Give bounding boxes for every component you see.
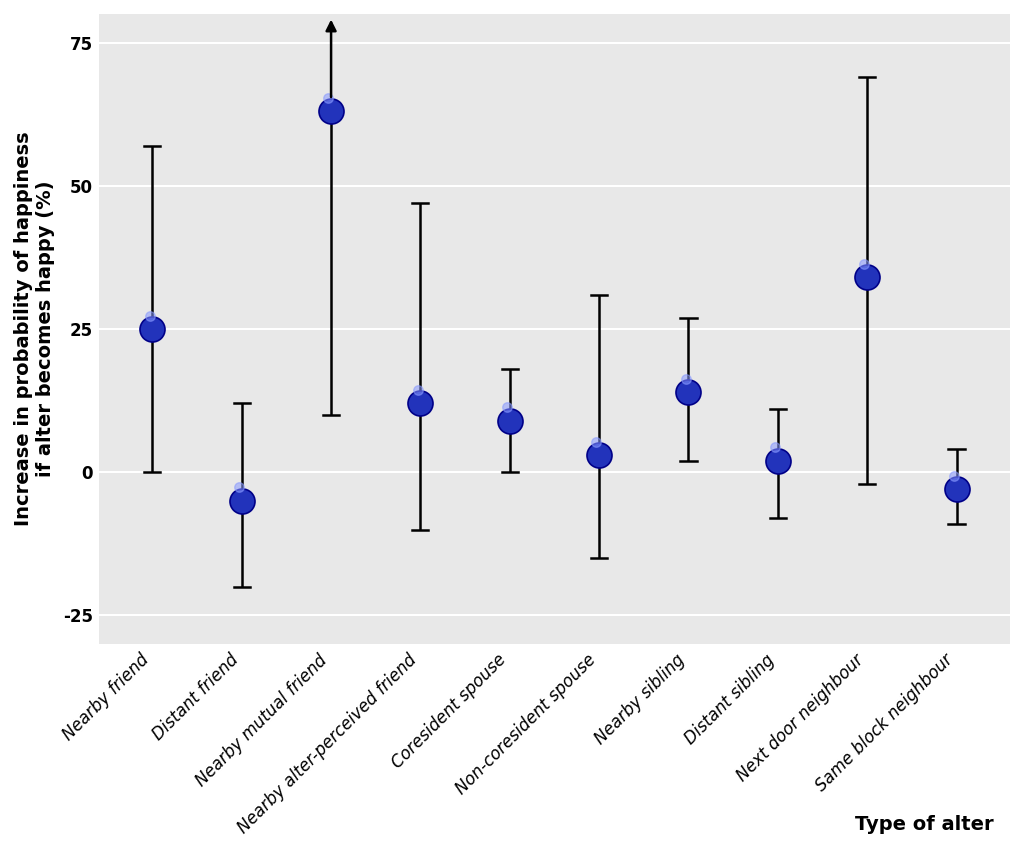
- Text: Type of alter: Type of alter: [855, 815, 993, 834]
- Y-axis label: Increase in probability of happiness
if alter becomes happy (%): Increase in probability of happiness if …: [14, 132, 55, 526]
